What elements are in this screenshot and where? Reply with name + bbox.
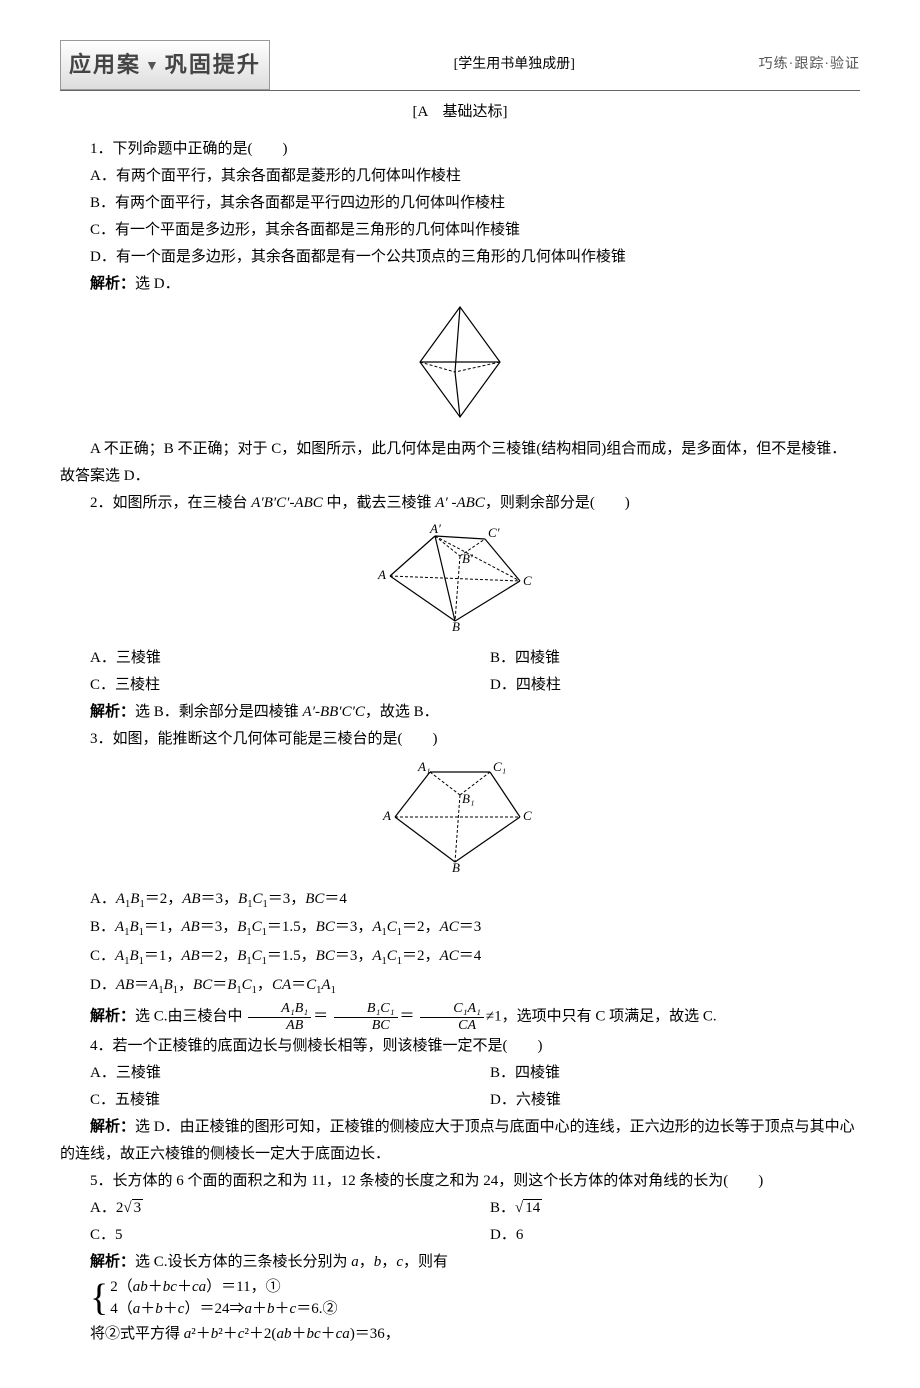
q1-opt-a: A．有两个面平行，其余各面都是菱形的几何体叫作棱柱 — [60, 163, 860, 190]
frac2-den: BC — [334, 1018, 398, 1033]
q1-ans-text: 选 D． — [135, 276, 180, 292]
q1-expl-text: A 不正确；B 不正确；对于 C，如图所示，此几何体是由两个三棱锥(结构相同)组… — [60, 441, 846, 484]
frac1: A₁B₁AB — [248, 1001, 311, 1033]
header-mid-note: [学生用书单独成册] — [270, 52, 759, 77]
q5a-sqrt: 3 — [132, 1199, 144, 1216]
q1-explanation: A 不正确；B 不正确；对于 C，如图所示，此几何体是由两个三棱锥(结构相同)组… — [60, 436, 860, 490]
q1-opt-c: C．有一个平面是多边形，其余各面都是三角形的几何体叫作棱锥 — [60, 217, 860, 244]
q2-ans-math: A′-BB′C′C — [303, 704, 365, 720]
frustum2-icon: A₁ B₁ C₁ A B C — [370, 757, 550, 872]
q5-stem: 5．长方体的 6 个面的面积之和为 11，12 条棱的长度之和为 24，则这个长… — [60, 1168, 860, 1195]
q3-ans-post: ≠1，选项中只有 C 项满足，故选 C. — [486, 1008, 717, 1024]
frac1-num: A₁B₁ — [248, 1001, 311, 1017]
page-header: 应用案 ▼ 巩固提升 [学生用书单独成册] 巧练·跟踪·验证 — [60, 40, 860, 91]
label-B: B — [452, 860, 460, 872]
triangle-down-icon: ▼ — [145, 59, 161, 74]
label-B: B — [452, 619, 460, 631]
label-A: A — [377, 567, 386, 582]
q3-opt-d: D．AB＝A1B1，BC＝B1C1，CA＝C1A1 — [60, 972, 860, 1001]
q3-opt-c: C．A1B1＝1，AB＝2，B1C1＝1.5，BC＝3，A1C1＝2，AC＝4 — [60, 943, 860, 972]
q5-eq3: 将②式平方得 a²＋b²＋c²＋2(ab＋bc＋ca)＝36， — [60, 1321, 860, 1348]
q5-ans1: 选 C.设长方体的三条棱长分别为 a，b，c，则有 — [135, 1254, 448, 1270]
q3-opt-a: A．A1B1＝2，AB＝3，B1C1＝3，BC＝4 — [60, 886, 860, 915]
sqrt-icon: √3 — [123, 1199, 143, 1216]
q5-answer-line1: 解析：选 C.设长方体的三条棱长分别为 a，b，c，则有 — [60, 1249, 860, 1276]
q5-opt-c: C．5 — [60, 1222, 460, 1249]
label-Cp: C′ — [488, 525, 500, 540]
banner-text-right: 巩固提升 — [165, 52, 261, 77]
q2-opt-b: B．四棱锥 — [460, 645, 860, 672]
q1-opt-b: B．有两个面平行，其余各面都是平行四边形的几何体叫作棱柱 — [60, 190, 860, 217]
frac3: C₁A₁CA — [420, 1001, 484, 1033]
label-A: A — [382, 808, 391, 823]
q2-math1: A′B′C′-ABC — [251, 495, 323, 511]
q5-options: A．2√3 C．5 B．√14 D．6 — [60, 1195, 860, 1249]
q3-stem: 3．如图，能推断这个几何体可能是三棱台的是( ) — [60, 726, 860, 753]
q1-opt-d: D．有一个面是多边形，其余各面都是有一个公共顶点的三角形的几何体叫作棱锥 — [60, 244, 860, 271]
q1-answer: 解析：选 D． — [60, 271, 860, 298]
q2-math2: A′ -ABC — [435, 495, 485, 511]
label-B1: B₁ — [462, 791, 474, 806]
frac2-num: B₁C₁ — [334, 1001, 398, 1017]
q2-answer: 解析：选 B．剩余部分是四棱锥 A′-BB′C′C，故选 B． — [60, 699, 860, 726]
label-A1: A₁ — [417, 759, 430, 774]
q4-opt-c: C．五棱锥 — [60, 1087, 460, 1114]
q1-stem: 1．下列命题中正确的是( ) — [60, 136, 860, 163]
q4-stem: 4．若一个正棱锥的底面边长与侧棱长相等，则该棱锥一定不是( ) — [60, 1033, 860, 1060]
q3-opt-b: B．A1B1＝1，AB＝3，B1C1＝1.5，BC＝3，A1C1＝2，AC＝3 — [60, 914, 860, 943]
q5-opt-a: A．2√3 — [60, 1195, 460, 1222]
answer-label: 解析： — [90, 1119, 135, 1135]
label-Ap: A′ — [429, 521, 441, 536]
q4-ans-text: 选 D．由正棱锥的图形可知，正棱锥的侧棱应大于顶点与底面中心的连线，正六边形的边… — [60, 1119, 855, 1162]
q5a-pre: A．2 — [90, 1200, 123, 1216]
q3-ans-pre: 选 C.由三棱台中 — [135, 1008, 243, 1024]
q4-opt-a: A．三棱锥 — [60, 1060, 460, 1087]
frac2: B₁C₁BC — [334, 1001, 398, 1033]
frac3-den: CA — [420, 1018, 484, 1033]
q2-opt-c: C．三棱柱 — [60, 672, 460, 699]
header-right-note: 巧练·跟踪·验证 — [759, 52, 860, 77]
q4-opt-d: D．六棱锥 — [460, 1087, 860, 1114]
answer-label: 解析： — [90, 1008, 135, 1024]
q4-options: A．三棱锥 C．五棱锥 B．四棱锥 D．六棱锥 — [60, 1060, 860, 1114]
q1-figure — [60, 302, 860, 432]
label-C1: C₁ — [493, 759, 506, 774]
section-a-label: [A 基础达标] — [60, 99, 860, 126]
label-Bp: B′ — [462, 551, 473, 566]
answer-label: 解析： — [90, 276, 135, 292]
sqrt-icon: √14 — [515, 1199, 542, 1216]
frac1-den: AB — [248, 1018, 311, 1033]
q5-eq1: 2（ab＋bc＋ca）＝11，① — [110, 1276, 337, 1299]
q5-opt-b: B．√14 — [460, 1195, 860, 1222]
banner-text-left: 应用案 — [69, 52, 141, 77]
q5b-pre: B． — [490, 1200, 515, 1216]
q2-opt-a: A．三棱锥 — [60, 645, 460, 672]
q5-brace-system: { 2（ab＋bc＋ca）＝11，① 4（a＋b＋c）＝24⇒a＋b＋c＝6.② — [90, 1276, 860, 1321]
q3-figure: A₁ B₁ C₁ A B C — [60, 757, 860, 882]
label-C: C — [523, 573, 532, 588]
q2-figure: A′ B′ C′ A B C — [60, 521, 860, 641]
q5-opt-d: D．6 — [460, 1222, 860, 1249]
q3-answer: 解析：选 C.由三棱台中 A₁B₁AB＝ B₁C₁BC＝ C₁A₁CA≠1，选项… — [60, 1001, 860, 1033]
q2-stem-mid2: 中，截去三棱锥 — [323, 495, 436, 511]
left-brace-icon: { — [90, 1279, 108, 1317]
bipyramid-icon — [400, 302, 520, 422]
q5b-sqrt: 14 — [523, 1199, 542, 1216]
q2-stem-post: ，则剩余部分是( ) — [485, 495, 630, 511]
q2-opt-d: D．四棱柱 — [460, 672, 860, 699]
q4-opt-b: B．四棱锥 — [460, 1060, 860, 1087]
frustum-icon: A′ B′ C′ A B C — [370, 521, 550, 631]
label-C: C — [523, 808, 532, 823]
q2-options: A．三棱锥 C．三棱柱 B．四棱锥 D．四棱柱 — [60, 645, 860, 699]
q2-ans-post: ，故选 B． — [365, 704, 439, 720]
answer-label: 解析： — [90, 704, 135, 720]
frac3-num: C₁A₁ — [420, 1001, 484, 1017]
q2-stem: 2．如图所示，在三棱台 A′B′C′-ABC 中，截去三棱锥 A′ -ABC，则… — [60, 490, 860, 517]
q2-ans-pre: 选 B．剩余部分是四棱锥 — [135, 704, 303, 720]
q4-answer: 解析：选 D．由正棱锥的图形可知，正棱锥的侧棱应大于顶点与底面中心的连线，正六边… — [60, 1114, 860, 1168]
answer-label: 解析： — [90, 1254, 135, 1270]
q2-stem-pre: 2．如图所示，在三棱台 — [90, 495, 251, 511]
header-banner: 应用案 ▼ 巩固提升 — [60, 40, 270, 90]
